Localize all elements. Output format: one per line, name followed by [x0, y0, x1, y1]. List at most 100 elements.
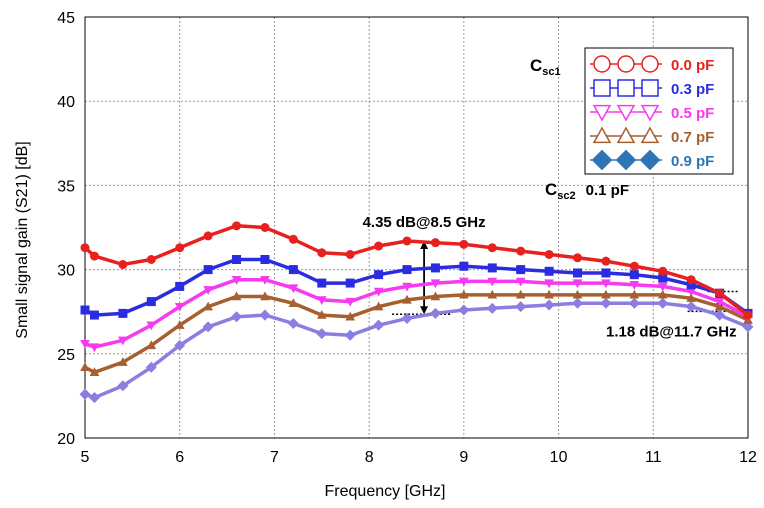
data-point — [572, 289, 583, 299]
legend-entry-0-7-pF: 0.7 pF — [590, 126, 714, 146]
data-point — [657, 289, 668, 299]
data-point — [487, 289, 498, 299]
data-point — [79, 388, 91, 400]
data-point — [459, 277, 469, 287]
y-tick-label: 35 — [57, 178, 75, 195]
data-point — [686, 275, 696, 285]
data-point — [118, 357, 128, 366]
x-axis-title: Frequency [GHz] — [325, 483, 446, 500]
data-point — [373, 287, 384, 297]
annotation-1: 4.35 dB@8.5 GHz — [363, 214, 486, 315]
data-point — [203, 231, 213, 241]
data-point — [430, 238, 440, 248]
data-point — [89, 367, 100, 377]
data-point — [714, 297, 725, 307]
data-point — [572, 279, 583, 289]
data-point — [231, 276, 242, 285]
data-point — [600, 297, 612, 309]
data-point — [146, 340, 157, 350]
data-point — [573, 268, 583, 278]
legend-label: 0.0 pF — [671, 57, 714, 74]
data-point — [487, 277, 498, 287]
data-point — [80, 243, 90, 253]
y-tick-label: 20 — [57, 431, 75, 448]
data-point — [544, 289, 554, 299]
x-tick-label: 8 — [365, 449, 374, 466]
data-point — [544, 266, 554, 276]
data-point — [402, 282, 412, 292]
legend-marker — [592, 104, 612, 122]
y-tick-label: 40 — [57, 94, 75, 111]
annotations: 4.35 dB@8.5 GHz 1.18 dB@11.7 GHz — [363, 214, 748, 340]
data-point — [629, 261, 639, 271]
annotation-arrowhead-bottom — [420, 306, 429, 315]
data-point — [174, 302, 185, 312]
x-tick-label: 7 — [270, 449, 279, 466]
annotation-arrowhead-top — [420, 240, 429, 249]
data-point — [601, 289, 611, 299]
legend-marker — [591, 149, 613, 171]
data-point — [685, 301, 697, 313]
data-point — [516, 246, 526, 256]
data-point — [686, 293, 697, 302]
data-point — [146, 321, 157, 331]
y-axis-title: Small signal gain (S21) [dB] — [14, 141, 31, 338]
data-point — [572, 297, 584, 309]
legend-marker — [640, 126, 660, 144]
legend-box — [584, 47, 734, 175]
data-point — [80, 362, 90, 371]
data-point — [203, 265, 213, 275]
legend-entry-0-9-pF: 0.9 pF — [590, 149, 714, 171]
x-tick-label: 6 — [175, 449, 184, 466]
x-tick-labels: 5 6 7 8 9 10 11 12 — [81, 449, 757, 466]
x-tick-label: 5 — [81, 449, 90, 466]
data-point — [317, 278, 327, 288]
data-point — [146, 297, 156, 307]
data-point — [89, 251, 99, 261]
series-0-5-pF — [80, 276, 753, 353]
data-point — [486, 302, 498, 314]
fixed-param-value: 0.1 pF — [586, 182, 629, 199]
data-point — [345, 297, 356, 307]
data-point — [515, 289, 526, 299]
data-point — [118, 336, 128, 346]
data-point — [288, 284, 299, 294]
data-point — [459, 239, 469, 249]
legend-title: Csc1 — [530, 56, 561, 78]
legend-marker — [592, 126, 612, 144]
x-tick-label: 11 — [645, 449, 662, 466]
data-point — [401, 312, 413, 324]
data-point — [657, 297, 669, 309]
data-point — [629, 281, 640, 290]
y-tick-labels: 20 25 30 35 40 45 — [57, 10, 75, 448]
data-point — [515, 301, 527, 313]
fixed-param-sub: sc2 — [557, 190, 575, 202]
legend-entry-0-5-pF: 0.5 pF — [590, 104, 714, 122]
fixed-param-label: Csc2 0.1 pF — [545, 180, 629, 202]
series-group — [79, 221, 754, 404]
data-point — [487, 263, 497, 273]
series-0-7-pF — [80, 289, 753, 377]
data-point — [89, 310, 99, 320]
data-point — [145, 361, 157, 373]
data-point — [260, 291, 270, 301]
series-0-0-pF — [80, 221, 753, 320]
data-point — [203, 286, 213, 295]
data-point — [345, 249, 355, 259]
data-point — [174, 320, 185, 329]
y-tick-label: 30 — [57, 263, 75, 280]
data-point — [260, 223, 270, 232]
data-point — [743, 310, 753, 320]
data-point — [259, 309, 271, 321]
data-point — [80, 305, 90, 315]
data-point — [344, 329, 356, 341]
data-point — [260, 276, 270, 285]
data-point — [430, 291, 441, 301]
legend-marker — [593, 79, 611, 97]
data-point — [601, 268, 611, 278]
x-tick-label: 10 — [550, 449, 568, 466]
x-tick-label: 9 — [459, 449, 468, 466]
data-point — [629, 289, 640, 299]
data-point — [601, 279, 611, 289]
legend-label: 0.7 pF — [671, 129, 714, 146]
